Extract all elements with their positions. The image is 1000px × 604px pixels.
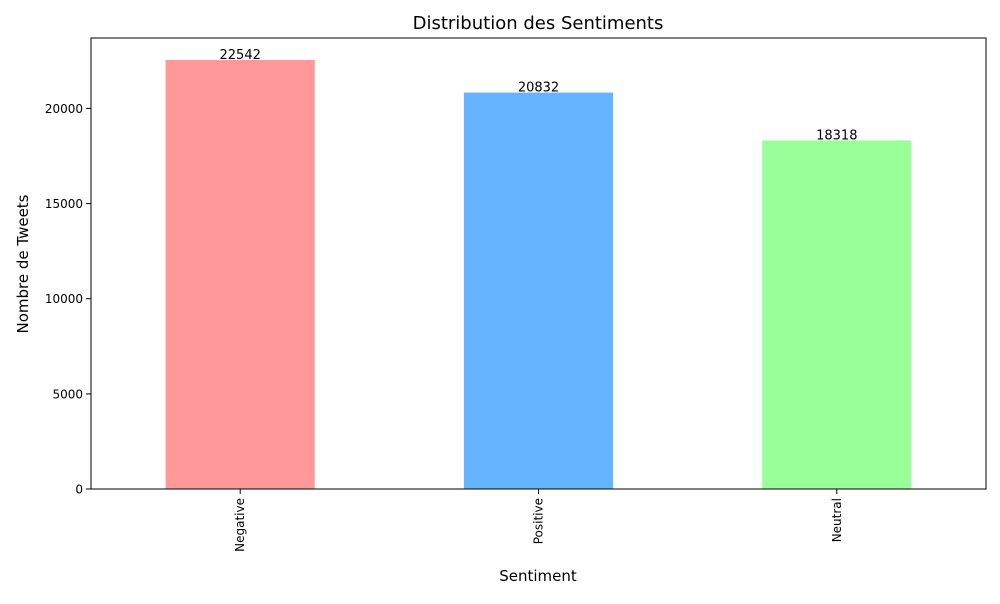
value-labels-layer: 22542 20832 18318 bbox=[220, 48, 858, 143]
x-tick-label-positive: Positive bbox=[532, 498, 546, 544]
y-tick-label-10000: 10000 bbox=[45, 292, 83, 306]
y-tick-label-15000: 15000 bbox=[45, 197, 83, 211]
value-label-positive: 20832 bbox=[518, 81, 559, 96]
bars-layer bbox=[165, 60, 912, 489]
chart-title: Distribution des Sentiments bbox=[413, 13, 664, 34]
bar-neutral bbox=[762, 140, 912, 489]
bar-positive bbox=[463, 92, 614, 489]
y-tick-label-5000: 5000 bbox=[52, 387, 83, 401]
y-axis: 0 5000 10000 15000 20000 bbox=[45, 102, 91, 497]
x-tick-label-negative: Negative bbox=[233, 498, 247, 552]
bar-negative bbox=[165, 60, 315, 489]
value-label-neutral: 18318 bbox=[816, 128, 857, 143]
x-tick-label-neutral: Neutral bbox=[830, 498, 844, 542]
y-tick-label-20000: 20000 bbox=[45, 102, 83, 116]
y-axis-label: Nombre de Tweets bbox=[14, 194, 32, 333]
value-label-negative: 22542 bbox=[220, 48, 261, 63]
x-axis: Negative Positive Neutral bbox=[233, 489, 844, 552]
y-tick-label-0: 0 bbox=[75, 483, 83, 497]
x-axis-label: Sentiment bbox=[499, 567, 577, 585]
